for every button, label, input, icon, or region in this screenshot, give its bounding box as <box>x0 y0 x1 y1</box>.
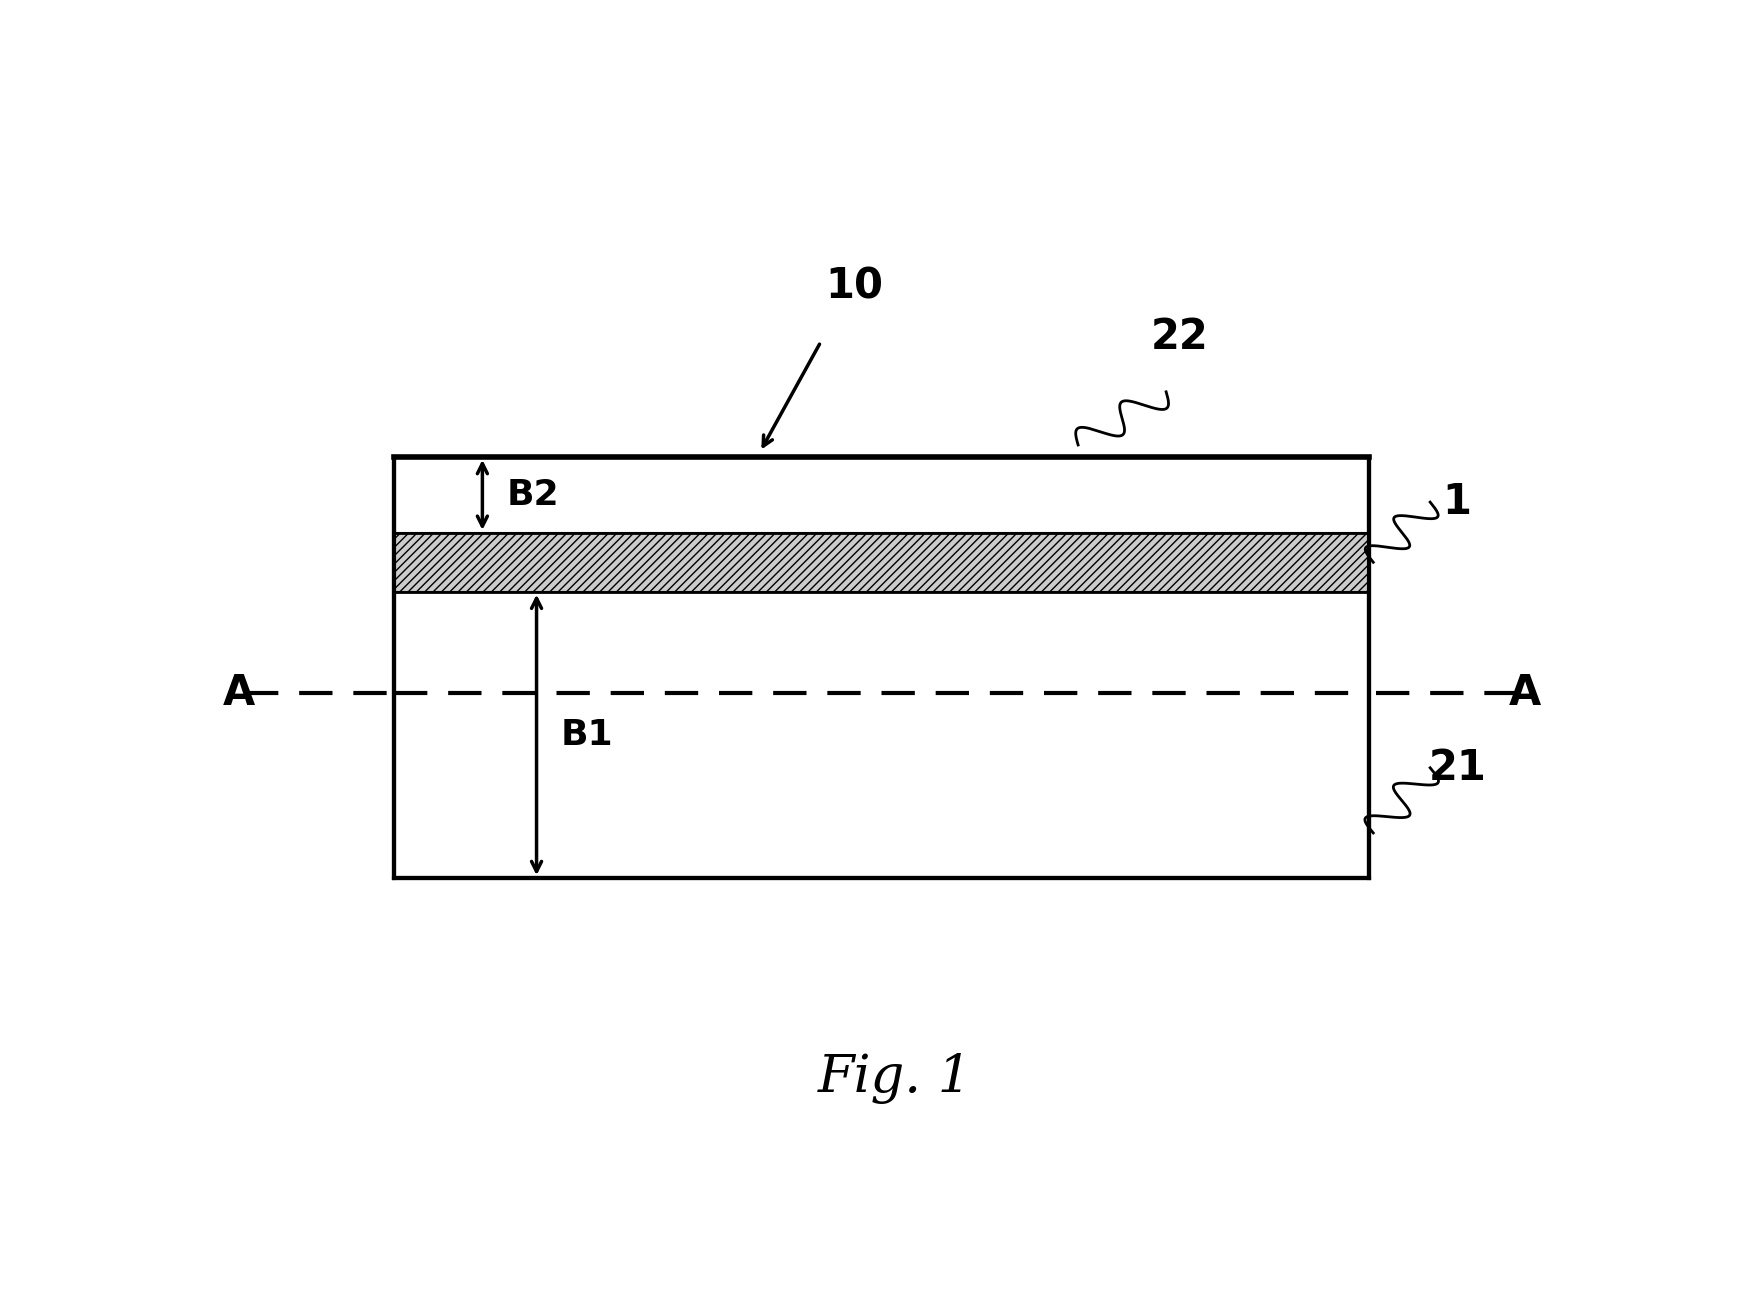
Text: B2: B2 <box>507 478 559 512</box>
Text: B1: B1 <box>561 717 613 753</box>
Text: 10: 10 <box>826 266 884 307</box>
Text: A: A <box>1509 672 1541 713</box>
Bar <box>395 457 1370 878</box>
Text: A: A <box>222 672 255 713</box>
Text: 21: 21 <box>1429 747 1487 789</box>
Bar <box>395 533 1370 591</box>
Text: 1: 1 <box>1443 482 1471 523</box>
Text: 22: 22 <box>1151 315 1209 358</box>
Text: Fig. 1: Fig. 1 <box>818 1053 973 1104</box>
